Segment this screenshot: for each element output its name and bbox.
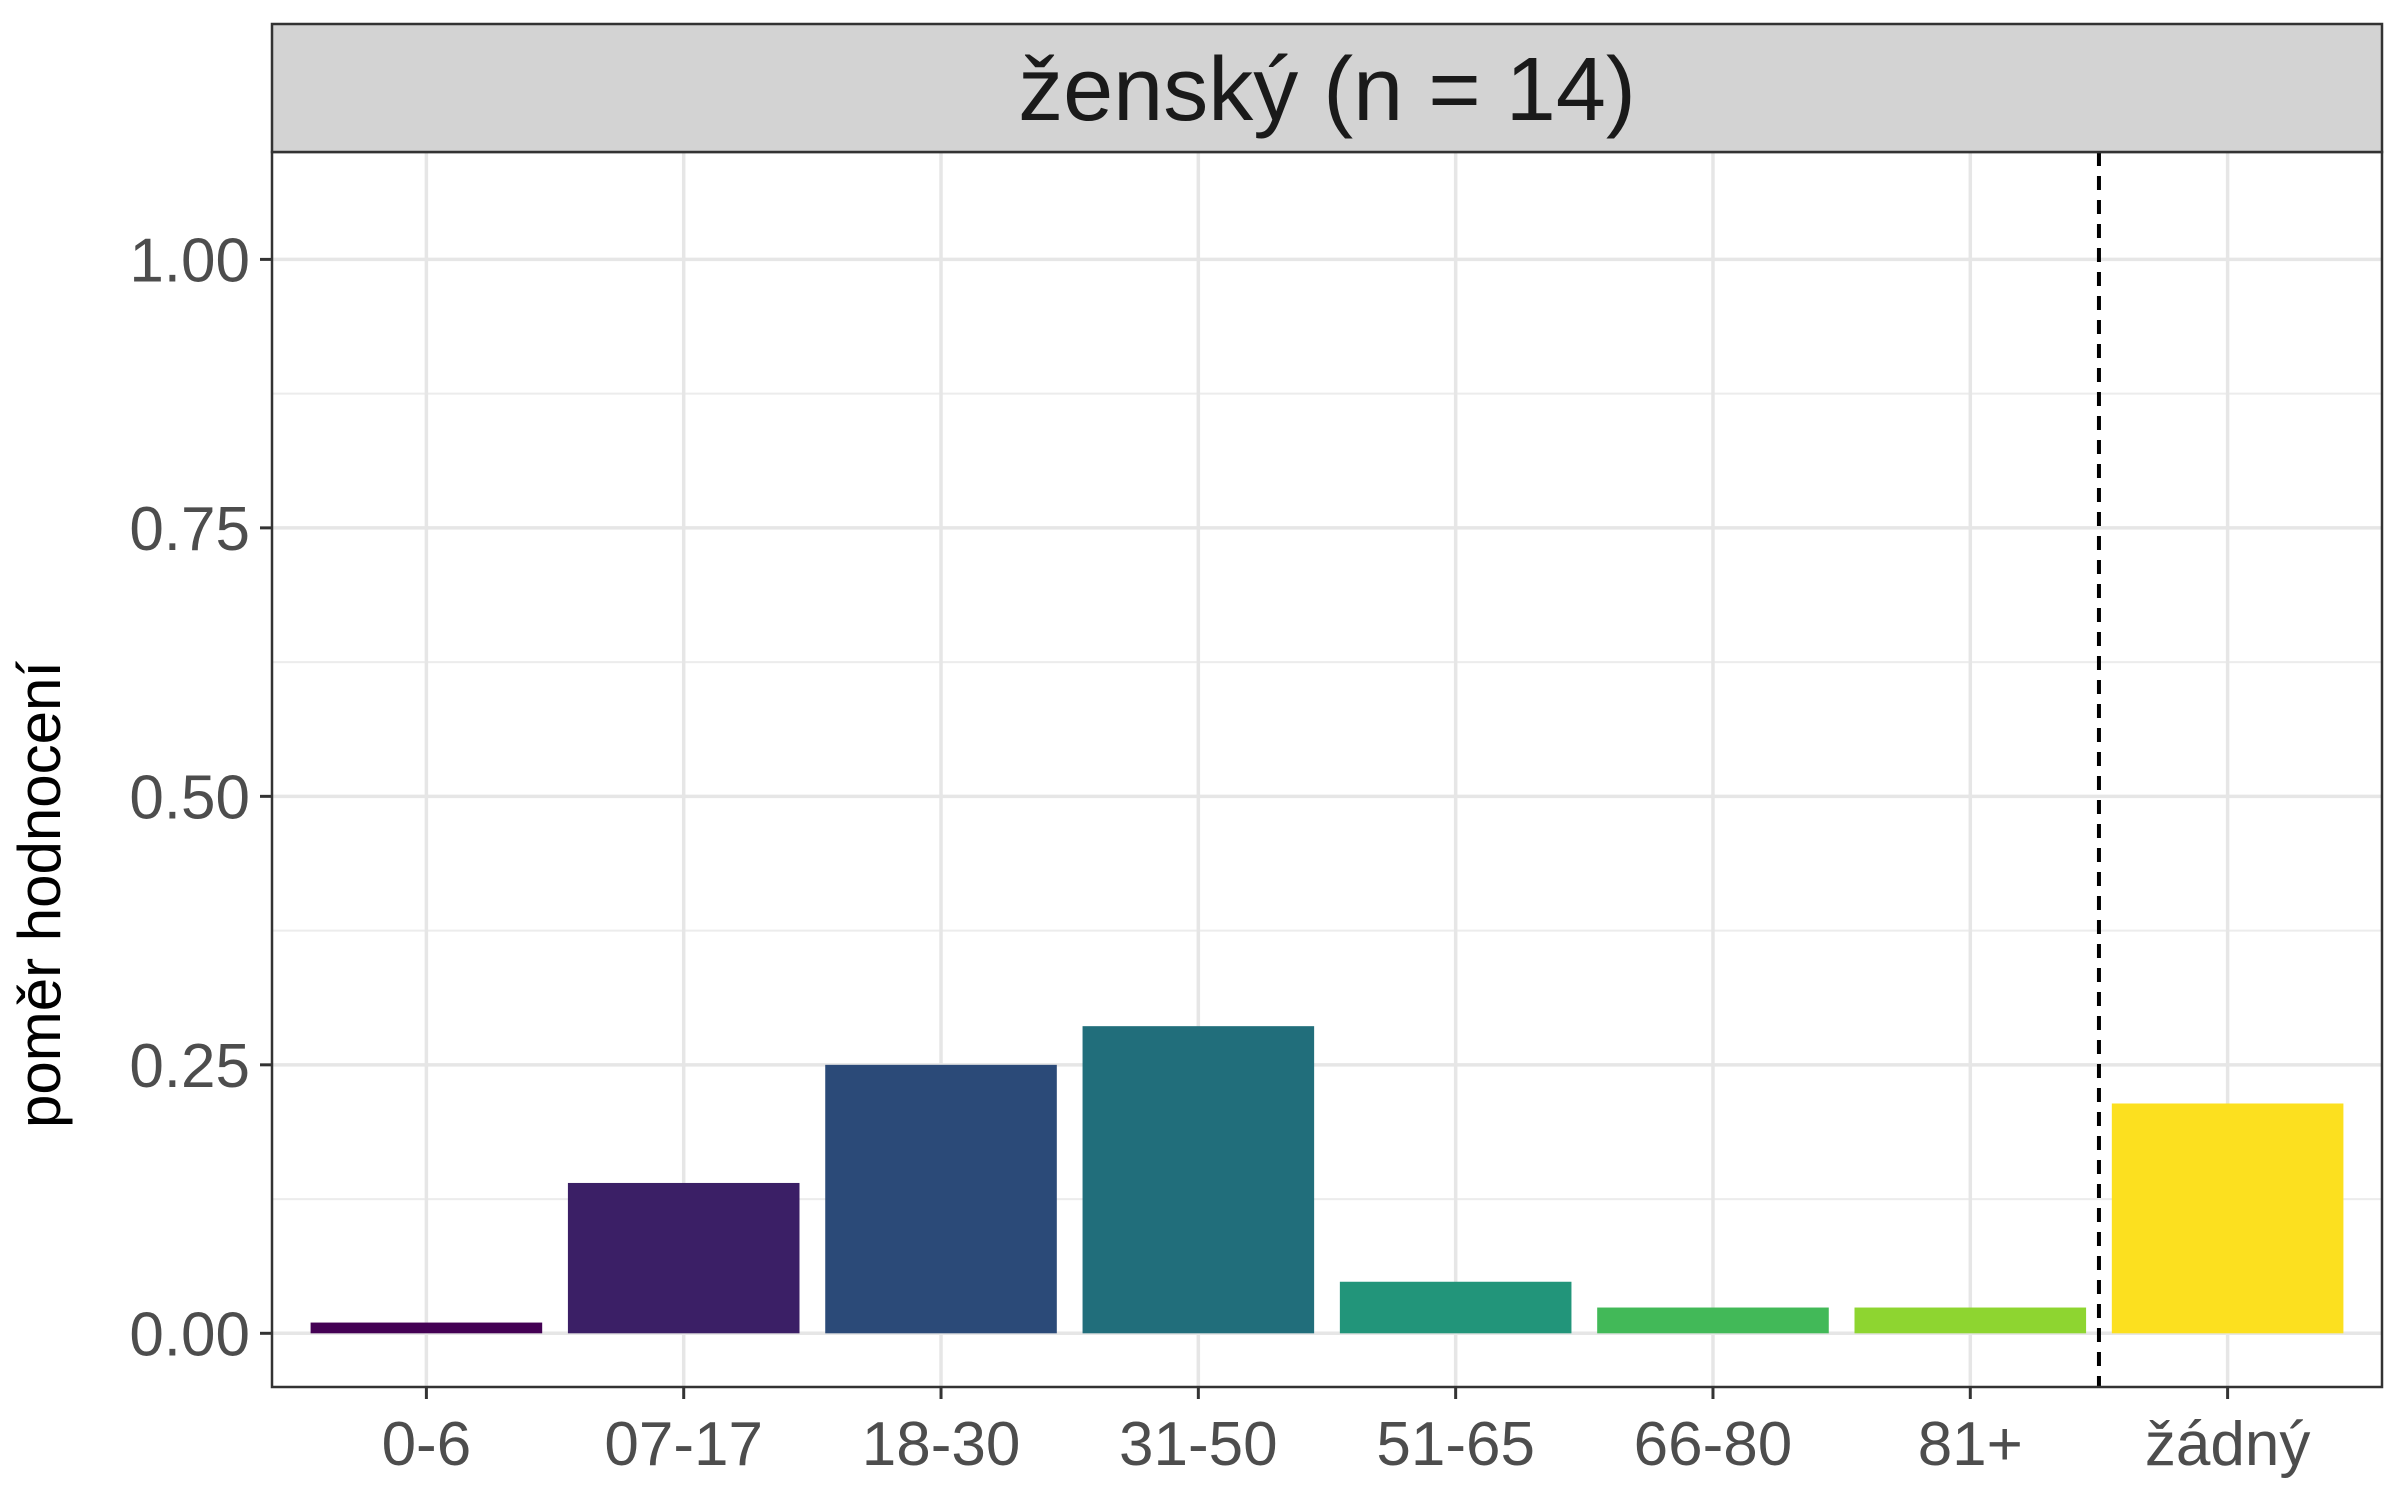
x-tick-label: 07-17 [604, 1410, 763, 1479]
bar-0-6 [310, 1322, 543, 1334]
y-axis-title: poměr hodnocení [6, 661, 73, 1128]
y-tick-label: 0.75 [129, 495, 250, 564]
y-tick-label: 0.25 [129, 1032, 250, 1101]
facet-title: ženský (n = 14) [1018, 40, 1636, 140]
x-tick-label: 66-80 [1634, 1410, 1793, 1479]
bar-81+ [1854, 1307, 2087, 1334]
bar-51-65 [1339, 1281, 1572, 1334]
bar-18-30 [825, 1064, 1057, 1334]
bar-žádný [2111, 1103, 2344, 1334]
x-tick-label: 81+ [1918, 1410, 2023, 1479]
bar-66-80 [1597, 1307, 1829, 1334]
facet-strip [270, 22, 2384, 154]
bars [310, 1026, 2344, 1334]
x-tick-label: 18-30 [862, 1410, 1021, 1479]
x-tick-label: 51-65 [1376, 1410, 1535, 1479]
y-tick-label: 0.50 [129, 763, 250, 832]
bar-07-17 [567, 1182, 800, 1334]
x-axis: 0-6 07-17 18-30 31-50 51-65 66-80 81+ žádný [382, 1387, 2310, 1479]
x-tick-label: žádný [2145, 1410, 2310, 1479]
x-tick-label: 0-6 [382, 1410, 472, 1479]
y-tick-label: 1.00 [129, 226, 250, 295]
y-axis: 0.00 0.25 0.50 0.75 1.00 [129, 226, 272, 1369]
bar-31-50 [1082, 1026, 1315, 1334]
y-tick-label: 0.00 [129, 1300, 250, 1369]
x-tick-label: 31-50 [1119, 1410, 1278, 1479]
